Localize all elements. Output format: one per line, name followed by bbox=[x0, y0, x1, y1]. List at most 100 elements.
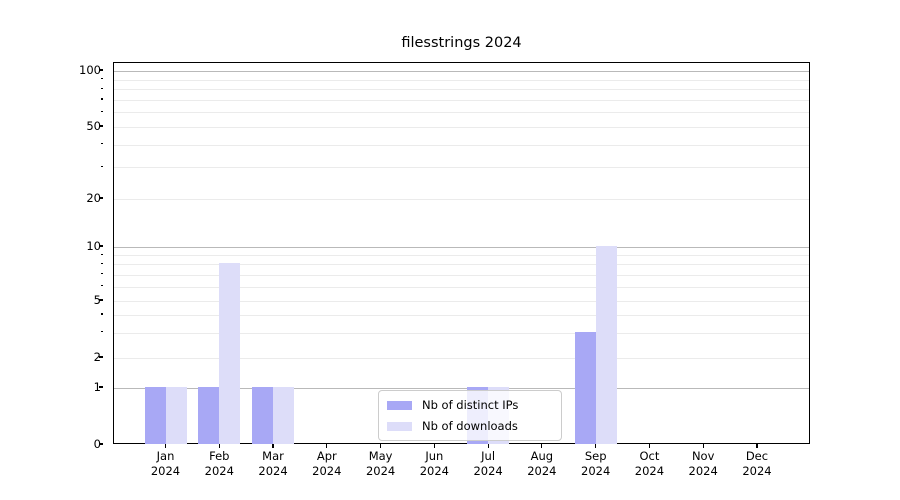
x-tick-month: Jul bbox=[481, 449, 496, 463]
legend-label-distinct-ips: Nb of distinct IPs bbox=[422, 398, 519, 412]
bar-distinct-ips bbox=[198, 387, 220, 444]
x-tick-year: 2024 bbox=[258, 464, 288, 478]
y-gridline-minor bbox=[114, 112, 809, 114]
legend-swatch-distinct-ips bbox=[387, 400, 412, 410]
x-tick-label: Dec 2024 bbox=[727, 449, 787, 479]
x-tick-mark bbox=[326, 444, 328, 448]
y-minor-tick-mark bbox=[100, 143, 103, 145]
x-tick-year: 2024 bbox=[581, 464, 611, 478]
x-tick-label: May 2024 bbox=[351, 449, 411, 479]
y-minor-tick-mark bbox=[100, 110, 103, 112]
y-gridline-minor bbox=[114, 332, 809, 334]
x-tick-month: Jan bbox=[156, 449, 175, 463]
bar-downloads bbox=[165, 387, 187, 444]
y-minor-tick-mark bbox=[100, 285, 103, 287]
bar-distinct-ips bbox=[252, 387, 274, 444]
y-minor-tick-mark bbox=[100, 313, 103, 315]
x-tick-mark bbox=[756, 444, 758, 448]
x-tick-mark bbox=[487, 444, 489, 448]
y-gridline-minor bbox=[114, 358, 809, 359]
x-tick-month: Aug bbox=[530, 449, 554, 463]
y-gridline-minor bbox=[114, 264, 809, 266]
x-tick-label: Nov 2024 bbox=[673, 449, 733, 479]
x-tick-mark bbox=[541, 444, 543, 448]
x-tick-mark bbox=[648, 444, 651, 448]
y-gridline-minor bbox=[114, 314, 809, 316]
y-minor-tick-mark bbox=[100, 197, 103, 199]
x-tick-year: 2024 bbox=[634, 464, 665, 478]
legend-item-downloads: Nb of downloads bbox=[387, 418, 553, 435]
x-tick-month: May bbox=[368, 449, 393, 463]
y-gridline-minor bbox=[114, 89, 809, 91]
x-tick-year: 2024 bbox=[312, 464, 342, 478]
x-tick-year: 2024 bbox=[150, 464, 181, 478]
y-gridline-minor bbox=[114, 274, 809, 276]
x-tick-month: Jun bbox=[425, 449, 444, 463]
y-tick-label: 50 bbox=[86, 119, 101, 133]
y-tick-label: 100 bbox=[79, 63, 101, 77]
x-tick-label: Feb 2024 bbox=[189, 449, 249, 479]
y-minor-tick-mark bbox=[100, 165, 103, 167]
x-tick-year: 2024 bbox=[419, 464, 449, 478]
x-tick-label: Mar 2024 bbox=[243, 449, 303, 479]
x-tick-mark bbox=[218, 444, 220, 448]
y-minor-tick-mark bbox=[100, 262, 103, 265]
y-tick-mark bbox=[99, 443, 103, 445]
x-tick-label: Aug 2024 bbox=[512, 449, 572, 479]
x-tick-label: Jun 2024 bbox=[404, 449, 464, 479]
x-tick-year: 2024 bbox=[365, 464, 396, 478]
legend-label-downloads: Nb of downloads bbox=[422, 419, 518, 433]
y-minor-tick-mark bbox=[100, 125, 103, 127]
y-minor-tick-mark bbox=[100, 273, 103, 275]
bar-distinct-ips bbox=[144, 387, 166, 444]
x-tick-mark bbox=[595, 444, 597, 448]
x-tick-month: Dec bbox=[745, 449, 769, 463]
x-tick-month: Mar bbox=[262, 449, 284, 463]
y-minor-tick-mark bbox=[100, 98, 103, 100]
x-tick-label: Jul 2024 bbox=[458, 449, 518, 479]
x-tick-year: 2024 bbox=[473, 464, 503, 478]
y-minor-tick-mark bbox=[100, 356, 103, 358]
legend-item-distinct-ips: Nb of distinct IPs bbox=[387, 397, 553, 414]
x-tick-month: Apr bbox=[316, 449, 337, 463]
x-tick-mark bbox=[164, 444, 167, 448]
y-tick-label: 2 bbox=[93, 350, 101, 364]
y-minor-tick-mark bbox=[100, 87, 103, 89]
y-tick-mark bbox=[99, 386, 103, 388]
bar-downloads bbox=[219, 263, 241, 444]
x-tick-year: 2024 bbox=[527, 464, 557, 478]
y-minor-tick-mark bbox=[100, 299, 103, 301]
x-tick-month: Sep bbox=[584, 449, 607, 463]
y-gridline-minor bbox=[114, 286, 809, 288]
x-tick-mark bbox=[379, 444, 382, 448]
y-tick-label: 1 bbox=[93, 380, 101, 394]
y-tick-mark bbox=[99, 245, 103, 247]
y-gridline-minor bbox=[114, 255, 809, 257]
x-tick-mark bbox=[272, 444, 274, 448]
x-tick-label: Apr 2024 bbox=[297, 449, 357, 479]
x-tick-mark bbox=[702, 444, 704, 448]
x-tick-year: 2024 bbox=[742, 464, 772, 478]
x-tick-label: Oct 2024 bbox=[619, 449, 679, 479]
x-tick-month: Feb bbox=[209, 449, 230, 463]
x-tick-mark bbox=[433, 444, 435, 448]
bar-downloads bbox=[273, 387, 295, 444]
chart-title: filesstrings 2024 bbox=[401, 35, 522, 51]
x-tick-month: Oct bbox=[639, 449, 660, 463]
legend-swatch-downloads bbox=[387, 421, 412, 431]
y-tick-label: 0 bbox=[93, 437, 101, 451]
y-gridline-minor bbox=[114, 167, 809, 169]
x-tick-year: 2024 bbox=[204, 464, 234, 478]
x-tick-year: 2024 bbox=[688, 464, 718, 478]
y-gridline-minor bbox=[114, 99, 809, 101]
y-gridline-minor bbox=[114, 144, 809, 146]
y-minor-tick-mark bbox=[100, 253, 103, 255]
y-gridline-major bbox=[114, 247, 809, 248]
y-gridline-minor bbox=[114, 79, 809, 81]
x-tick-month: Nov bbox=[691, 449, 715, 463]
y-tick-label: 20 bbox=[86, 191, 101, 205]
y-tick-label: 5 bbox=[93, 293, 101, 307]
y-tick-mark bbox=[99, 69, 103, 71]
legend: Nb of distinct IPs Nb of downloads bbox=[378, 390, 562, 441]
